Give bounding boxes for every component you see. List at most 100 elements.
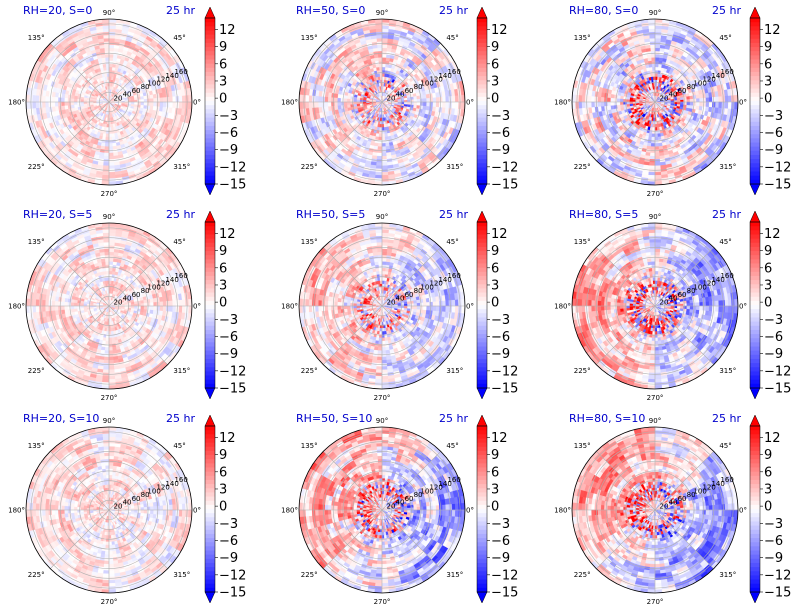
colorbar-tick-label: −9 bbox=[764, 347, 783, 362]
r-tick-label: 40 bbox=[669, 295, 678, 303]
theta-tick-label: 45° bbox=[446, 442, 458, 450]
r-tick-label: 100 bbox=[420, 79, 433, 87]
theta-tick-label: 90° bbox=[376, 417, 388, 425]
colorbar-tick-label: 3 bbox=[219, 482, 227, 497]
theta-gridline bbox=[323, 43, 383, 103]
r-tick-label: 40 bbox=[396, 91, 405, 99]
r-tick-label: 100 bbox=[147, 79, 160, 87]
r-tick-label: 60 bbox=[405, 87, 414, 95]
colorbar-tick-label: −3 bbox=[764, 313, 783, 328]
r-tick-label: 120 bbox=[429, 280, 442, 288]
theta-tick-label: 315° bbox=[446, 367, 463, 375]
panel-title: RH=20, S=5 bbox=[23, 208, 92, 221]
colorbar-tick-label: −15 bbox=[219, 382, 246, 397]
colorbar-tick-label: 12 bbox=[491, 431, 508, 446]
colorbar-tick-label: 12 bbox=[491, 227, 508, 242]
colorbar-extend-min bbox=[749, 591, 761, 604]
panel-title: RH=50, S=0 bbox=[296, 4, 365, 17]
theta-tick-label: 315° bbox=[719, 367, 736, 375]
theta-gridline bbox=[323, 451, 383, 511]
theta-gridline bbox=[323, 305, 383, 365]
colorbar: 12 9 6 3 0 −3 −6 −9 −12 −15 bbox=[476, 210, 518, 400]
r-tick-label: 80 bbox=[687, 491, 696, 499]
theta-tick-label: 315° bbox=[173, 367, 190, 375]
theta-gridline bbox=[596, 509, 656, 569]
r-tick-label: 60 bbox=[132, 87, 141, 95]
theta-gridline bbox=[654, 101, 714, 161]
colorbar-tick-label: 12 bbox=[764, 227, 781, 242]
r-tick-label: 20 bbox=[114, 298, 123, 306]
colorbar-tick-label: −12 bbox=[491, 364, 518, 379]
colorbar-tick-label: −3 bbox=[764, 109, 783, 124]
theta-gridline bbox=[323, 509, 383, 569]
colorbar-tick-label: 6 bbox=[219, 57, 227, 72]
colorbar: 12 9 6 3 0 −3 −6 −9 −12 −15 bbox=[204, 210, 246, 400]
colorbar-tick-label: 9 bbox=[491, 40, 499, 55]
colorbar-extend-max bbox=[749, 6, 761, 19]
theta-tick-label: 135° bbox=[301, 238, 318, 246]
theta-tick-label: 315° bbox=[173, 163, 190, 171]
colorbar-tick-label: 0 bbox=[491, 92, 499, 107]
theta-gridline bbox=[108, 43, 168, 103]
theta-tick-label: 0° bbox=[739, 507, 747, 515]
colorbar-tick-label: 6 bbox=[491, 57, 499, 72]
colorbar-tick-label: −12 bbox=[219, 568, 246, 583]
colorbar-tick-label: 9 bbox=[764, 244, 772, 259]
theta-gridline bbox=[50, 305, 110, 365]
theta-tick-label: 135° bbox=[28, 34, 45, 42]
colorbar-tick-label: 12 bbox=[491, 23, 508, 38]
r-tick-label: 140 bbox=[711, 276, 724, 284]
theta-gridline bbox=[654, 305, 714, 365]
colorbar-tick-label: −9 bbox=[764, 551, 783, 566]
r-tick-label: 20 bbox=[660, 502, 669, 510]
r-tick-label: 20 bbox=[660, 94, 669, 102]
colorbar-tick-label: 9 bbox=[491, 448, 499, 463]
theta-gridline bbox=[381, 305, 441, 365]
theta-tick-label: 270° bbox=[101, 598, 118, 606]
theta-tick-label: 270° bbox=[647, 598, 664, 606]
colorbar-tick-label: −9 bbox=[491, 347, 510, 362]
panel-title: RH=50, S=10 bbox=[296, 412, 372, 425]
colorbar-tick-label: 6 bbox=[219, 465, 227, 480]
theta-gridline bbox=[654, 451, 714, 511]
colorbar-tick-label: 12 bbox=[764, 431, 781, 446]
panel-time-label: 25 hr bbox=[166, 4, 195, 17]
colorbar-tick-label: −12 bbox=[764, 160, 791, 175]
theta-gridline bbox=[596, 101, 656, 161]
r-tick-label: 60 bbox=[132, 495, 141, 503]
theta-gridline bbox=[381, 43, 441, 103]
colorbar-extend-min bbox=[204, 591, 216, 604]
r-tick-label: 20 bbox=[114, 94, 123, 102]
colorbar: 12 9 6 3 0 −3 −6 −9 −12 −15 bbox=[476, 414, 518, 604]
r-tick-label: 40 bbox=[396, 499, 405, 507]
theta-tick-label: 180° bbox=[281, 99, 298, 107]
colorbar-extend-max bbox=[476, 210, 488, 223]
theta-tick-label: 180° bbox=[554, 99, 571, 107]
panel-title: RH=20, S=0 bbox=[23, 4, 92, 17]
colorbar-tick-label: −12 bbox=[764, 364, 791, 379]
r-tick-label: 160 bbox=[447, 476, 460, 484]
theta-gridline bbox=[596, 43, 656, 103]
theta-gridline bbox=[381, 101, 441, 161]
theta-tick-label: 0° bbox=[739, 99, 747, 107]
colorbar-tick-label: 0 bbox=[764, 92, 772, 107]
theta-tick-label: 270° bbox=[374, 598, 391, 606]
r-tick-label: 120 bbox=[156, 280, 169, 288]
colorbar-tick-label: −9 bbox=[491, 143, 510, 158]
r-tick-label: 120 bbox=[429, 484, 442, 492]
r-tick-label: 160 bbox=[447, 68, 460, 76]
colorbar-tick-label: 6 bbox=[491, 261, 499, 276]
r-tick-label: 20 bbox=[114, 502, 123, 510]
colorbar-tick-label: 12 bbox=[219, 227, 236, 242]
colorbar-tick-label: 3 bbox=[764, 482, 772, 497]
theta-tick-label: 45° bbox=[719, 238, 731, 246]
theta-gridline bbox=[50, 451, 110, 511]
theta-tick-label: 270° bbox=[374, 394, 391, 402]
theta-tick-label: 315° bbox=[446, 163, 463, 171]
colorbar-tick-label: −9 bbox=[219, 143, 238, 158]
colorbar-tick-label: −15 bbox=[491, 178, 518, 193]
theta-tick-label: 180° bbox=[8, 507, 25, 515]
theta-gridline bbox=[50, 101, 110, 161]
colorbar-tick-label: −6 bbox=[219, 330, 238, 345]
